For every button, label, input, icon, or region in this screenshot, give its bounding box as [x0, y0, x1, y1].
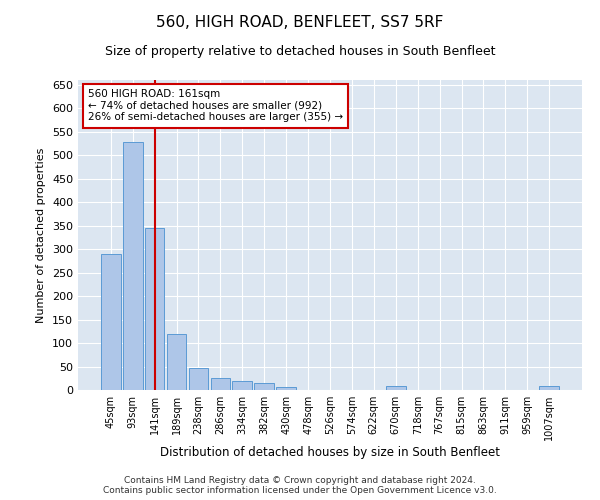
Bar	[232, 380, 252, 390]
Text: 560, HIGH ROAD, BENFLEET, SS7 5RF: 560, HIGH ROAD, BENFLEET, SS7 5RF	[157, 15, 443, 30]
Bar	[123, 142, 143, 390]
Bar	[188, 368, 208, 390]
Bar	[211, 378, 230, 390]
Bar	[386, 386, 406, 390]
Bar	[254, 383, 274, 390]
Text: 560 HIGH ROAD: 161sqm
← 74% of detached houses are smaller (992)
26% of semi-det: 560 HIGH ROAD: 161sqm ← 74% of detached …	[88, 90, 343, 122]
Text: Contains HM Land Registry data © Crown copyright and database right 2024.
Contai: Contains HM Land Registry data © Crown c…	[103, 476, 497, 495]
Bar	[145, 228, 164, 390]
X-axis label: Distribution of detached houses by size in South Benfleet: Distribution of detached houses by size …	[160, 446, 500, 459]
Text: Size of property relative to detached houses in South Benfleet: Size of property relative to detached ho…	[105, 45, 495, 58]
Bar	[539, 386, 559, 390]
Bar	[101, 254, 121, 390]
Bar	[167, 334, 187, 390]
Y-axis label: Number of detached properties: Number of detached properties	[37, 148, 46, 322]
Bar	[276, 386, 296, 390]
